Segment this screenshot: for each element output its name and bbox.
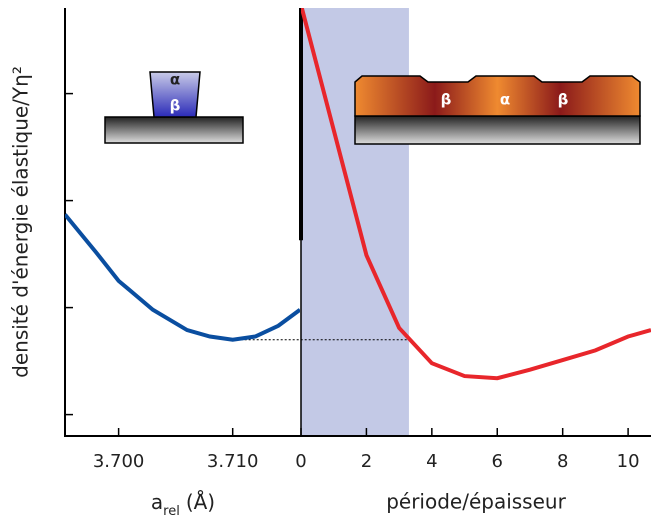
x-tick-label: 4 xyxy=(426,451,437,472)
island xyxy=(149,71,201,118)
y-axis-label: densité d'énergie élastique/Yη² xyxy=(9,66,33,378)
inset-label: α xyxy=(500,91,510,109)
x-label-main: a xyxy=(151,490,163,514)
inset-label: β xyxy=(170,97,181,115)
film xyxy=(354,75,641,117)
x-tick-label: 8 xyxy=(557,451,568,472)
substrate xyxy=(354,115,641,145)
inset-label: β xyxy=(441,91,452,109)
inset-label: β xyxy=(558,91,569,109)
x-tick-label: 2 xyxy=(361,451,372,472)
x-tick-label: 3.710 xyxy=(207,451,259,472)
x-tick-label: 6 xyxy=(492,451,503,472)
data-line xyxy=(65,213,300,342)
frame xyxy=(64,8,651,437)
x-tick-label: 3.700 xyxy=(93,451,145,472)
x-label-sub: rel xyxy=(163,504,180,519)
x-tick-label: 10 xyxy=(617,451,640,472)
data-line xyxy=(301,8,651,381)
inset-label: α xyxy=(170,71,180,89)
x-axis-label: arel (Å) xyxy=(151,490,215,519)
x-axis-label: période/épaisseur xyxy=(386,490,566,514)
substrate xyxy=(104,116,244,144)
x-label-suffix: (Å) xyxy=(186,490,215,514)
x-tick-label: 0 xyxy=(295,451,306,472)
